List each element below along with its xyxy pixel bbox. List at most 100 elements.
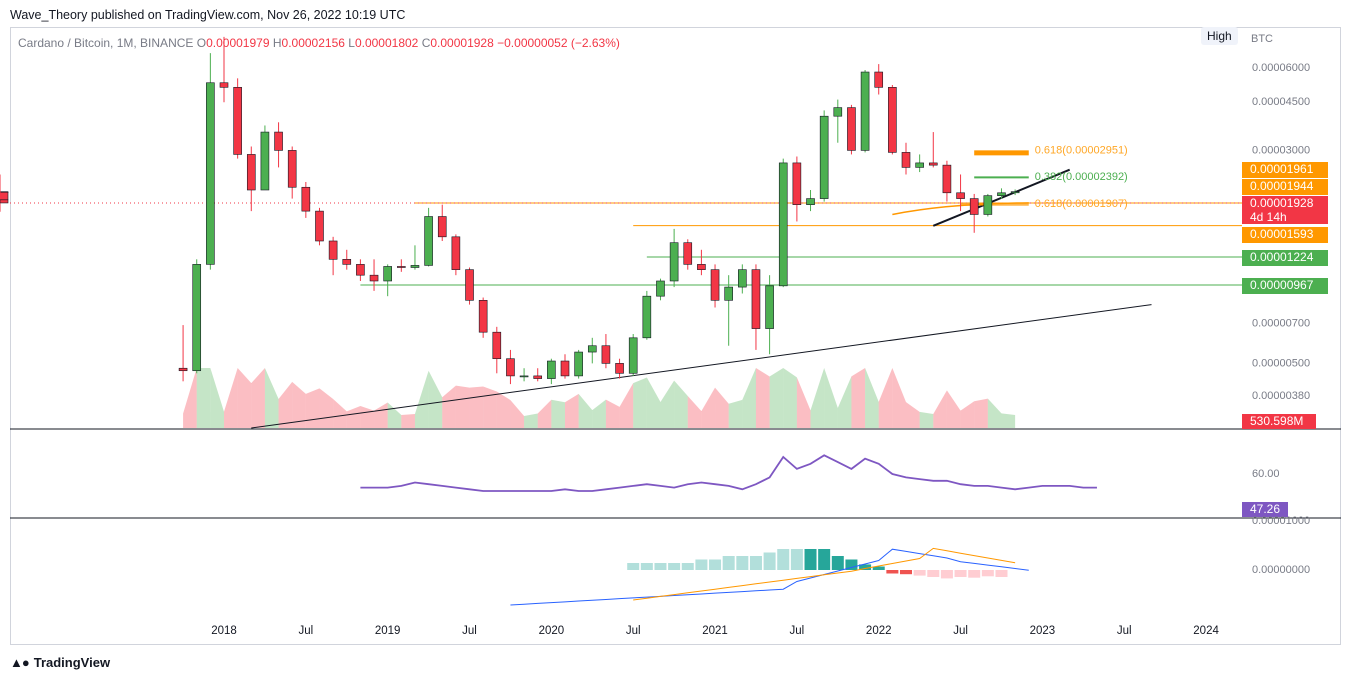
candle xyxy=(765,275,774,355)
published-line: Wave_Theory published on TradingView.com… xyxy=(10,8,406,22)
price-badge-label: 0.00001224 xyxy=(1250,250,1314,264)
volume-area xyxy=(974,398,988,428)
candle-body xyxy=(478,300,488,333)
candle xyxy=(301,181,311,218)
candle-body xyxy=(738,269,747,288)
candle-body xyxy=(956,192,965,199)
candle xyxy=(437,204,447,241)
macd-histogram-bar xyxy=(668,563,681,570)
volume-badge xyxy=(1242,414,1316,429)
volume-area xyxy=(442,385,456,428)
symbol-label[interactable]: Cardano / Bitcoin, 1M, BINANCE xyxy=(18,36,194,50)
macd-histogram-bar xyxy=(627,563,640,570)
volume-area xyxy=(687,395,702,428)
scale-high-button[interactable]: High xyxy=(1201,27,1238,45)
candle-body xyxy=(642,295,652,339)
macd-histogram-bar xyxy=(818,549,831,570)
candle-body xyxy=(928,162,938,166)
low-value: 0.00001802 xyxy=(354,36,419,50)
x-tick-label: 2023 xyxy=(1030,625,1056,637)
candle xyxy=(710,264,720,308)
macd-histogram-bar xyxy=(954,570,967,577)
candle-body xyxy=(601,345,611,364)
x-tick-label: Jul xyxy=(1117,625,1132,637)
y-tick-label: 0.00000500 xyxy=(1252,357,1310,369)
macd-histogram-bar xyxy=(886,570,899,574)
macd-histogram-bar xyxy=(940,570,953,579)
candle xyxy=(656,278,665,301)
candle-body xyxy=(983,195,993,215)
candle-body xyxy=(451,236,461,270)
candle-body xyxy=(410,265,420,268)
candle-body xyxy=(287,150,297,188)
volume-area xyxy=(496,391,511,428)
fib-box xyxy=(974,150,1029,156)
macd-histogram-bar xyxy=(654,563,667,570)
price-badge-label: 0.00001961 xyxy=(1250,162,1314,176)
volume-area xyxy=(455,385,470,428)
candle xyxy=(219,36,229,103)
volume-area xyxy=(524,413,538,428)
candle-body xyxy=(697,264,706,270)
candle-body xyxy=(587,345,597,353)
candle-body xyxy=(274,131,283,151)
candle-body xyxy=(819,115,829,199)
price-badge-label: 4d 14h xyxy=(1250,210,1287,224)
candle xyxy=(915,154,924,173)
volume-area xyxy=(483,386,497,428)
macd-histogram-bar xyxy=(900,570,912,575)
x-tick-label: 2018 xyxy=(211,625,237,637)
candle-body xyxy=(860,71,870,151)
macd-histogram-bar xyxy=(681,563,694,570)
volume-area xyxy=(906,402,920,428)
volume-area xyxy=(796,377,811,428)
candle-body xyxy=(1010,191,1020,194)
volume-area xyxy=(865,368,879,428)
candle xyxy=(233,78,242,159)
candle-body xyxy=(301,186,311,212)
volume-area xyxy=(224,368,238,428)
candle xyxy=(492,326,502,374)
macd-histogram-bar xyxy=(872,566,885,570)
candle-body xyxy=(765,285,774,329)
y-tick-label: 0.00004500 xyxy=(1252,96,1310,108)
candle xyxy=(246,146,256,212)
volume-area xyxy=(292,381,306,428)
candle xyxy=(806,189,815,212)
candle xyxy=(983,193,993,217)
rsi-badge-label: 47.26 xyxy=(1250,502,1280,516)
moving-average-line xyxy=(892,202,1029,216)
close-label: C xyxy=(421,36,431,50)
candle xyxy=(315,207,324,246)
candle-body xyxy=(833,107,843,117)
open-label: O xyxy=(196,36,207,50)
volume-area xyxy=(755,368,770,428)
x-tick-label: Jul xyxy=(462,625,477,637)
volume-area xyxy=(374,402,388,428)
macd-histogram-bar xyxy=(981,570,994,577)
candle-body xyxy=(547,360,556,379)
high-label: H xyxy=(272,36,282,50)
price-badge xyxy=(1242,179,1328,195)
candle xyxy=(506,349,515,385)
candle-body xyxy=(847,107,856,151)
price-badge-label: 0.00000967 xyxy=(1250,278,1314,292)
price-badge xyxy=(1242,250,1328,266)
macd-histogram-bar xyxy=(640,563,653,570)
macd-histogram-bar xyxy=(859,564,872,570)
macd-histogram-bar xyxy=(777,549,790,570)
candle xyxy=(560,354,570,379)
volume-area xyxy=(237,368,252,428)
candle xyxy=(0,174,9,193)
currency-label: BTC xyxy=(1251,33,1273,45)
candle-body xyxy=(915,162,924,168)
candle xyxy=(901,142,911,175)
rsi-line xyxy=(360,454,1097,492)
candle-body xyxy=(492,331,502,360)
candle-body xyxy=(383,266,392,282)
candle-body xyxy=(969,198,979,215)
candle xyxy=(792,156,802,222)
tradingview-brand[interactable]: ▲● TradingView xyxy=(10,655,110,670)
volume-area xyxy=(210,368,224,428)
